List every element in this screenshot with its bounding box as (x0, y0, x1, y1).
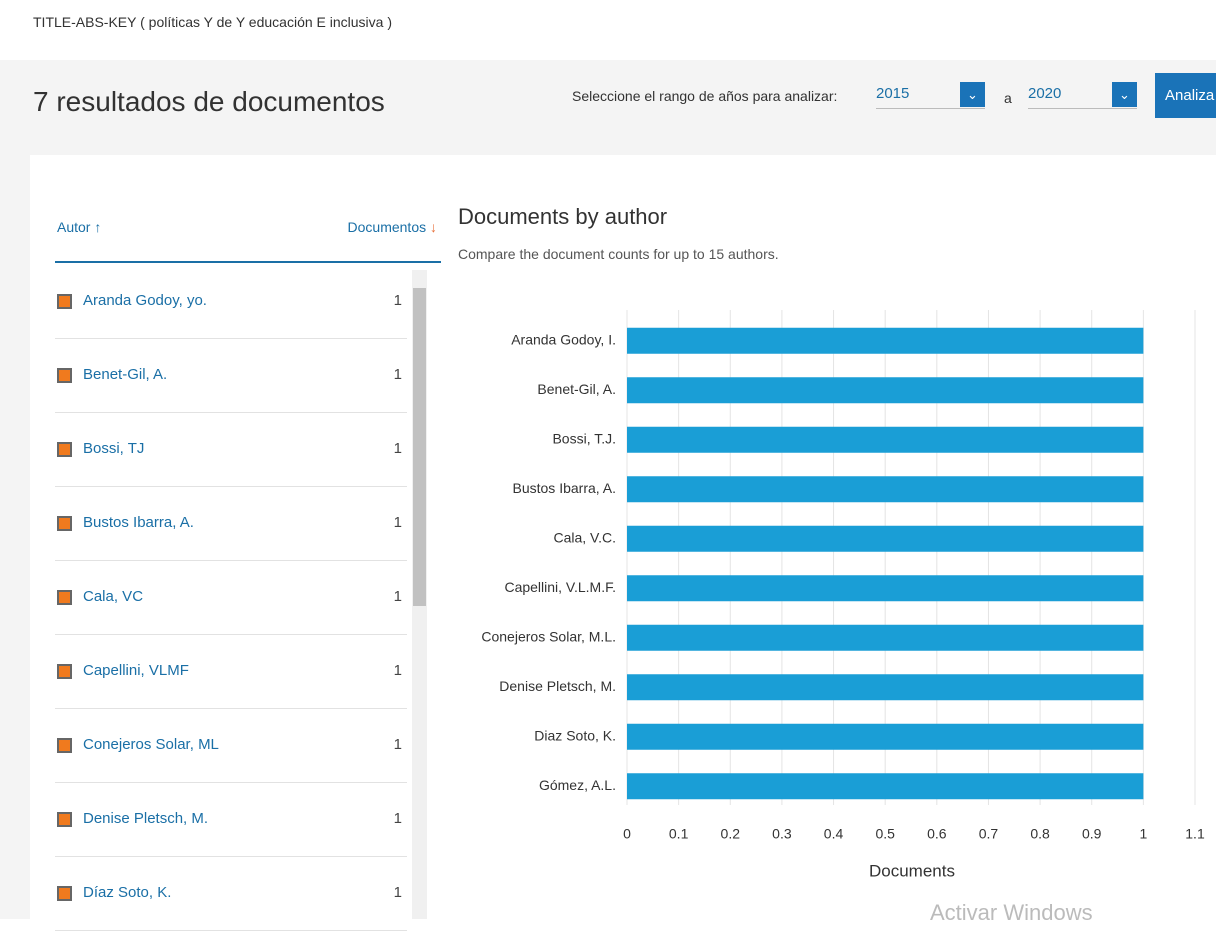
bar (627, 674, 1144, 701)
bar (627, 575, 1144, 602)
sort-arrow: ↓ (430, 219, 437, 235)
y-tick-label: Capellini, V.L.M.F. (504, 579, 616, 595)
document-count: 1 (393, 884, 402, 901)
document-count: 1 (393, 440, 402, 457)
checkbox[interactable] (57, 590, 72, 605)
bar (627, 426, 1144, 453)
x-tick-label: 0.4 (824, 826, 844, 842)
year-to: 2020 (1028, 85, 1062, 102)
dropdown-button[interactable]: ⌄ (1112, 82, 1137, 107)
dropdown-button[interactable]: ⌄ (960, 82, 985, 107)
checkbox[interactable] (57, 516, 72, 531)
x-axis-label: Documents (869, 861, 955, 880)
chart-title: Documents by author (458, 204, 668, 229)
chart: Documents 0 0.1 0.2 0.3 0.4 0.5 0.6 0.7 0.8 0.9 1 1… (481, 310, 1205, 880)
x-tick-label: 0.7 (979, 826, 999, 842)
year-from-select[interactable]: 2015 (876, 82, 985, 109)
analyze-button[interactable]: Analiza (1155, 73, 1216, 118)
separator: a (1004, 90, 1012, 106)
y-tick-label: Bustos Ibarra, A. (513, 480, 617, 496)
bar (627, 624, 1144, 651)
author-name: Díaz Soto, K. (83, 884, 172, 901)
y-tick-label: Bossi, T.J. (552, 430, 616, 446)
column-header: Documentos (347, 219, 427, 235)
bar (627, 327, 1144, 354)
scrollbar-thumb[interactable] (413, 288, 426, 606)
column-sort[interactable]: Documentos ↓ (348, 219, 437, 235)
y-tick-label: Diaz Soto, K. (534, 727, 616, 743)
x-tick-label: 0.6 (927, 826, 947, 842)
author-name: Capellini, VLMF (83, 662, 189, 679)
y-tick-label: Conejeros Solar, M.L. (481, 628, 616, 644)
x-tick-label: 0.2 (721, 826, 741, 842)
author-row[interactable]: Capellini, VLMF 1 (55, 635, 407, 709)
document-count: 1 (393, 292, 402, 309)
column-sort[interactable]: Autor ↑ (57, 219, 101, 235)
bar (627, 773, 1144, 800)
document-count: 1 (393, 514, 402, 531)
y-tick-label: Gómez, A.L. (539, 777, 616, 793)
x-tick-label: 1 (1139, 826, 1147, 842)
bar (627, 525, 1144, 552)
author-row[interactable]: Díaz Soto, K. 1 (55, 857, 407, 931)
checkbox[interactable] (57, 368, 72, 383)
author-row[interactable]: Denise Pletsch, M. 1 (55, 783, 407, 857)
author-row[interactable]: Cala, VC 1 (55, 561, 407, 635)
header-rule (55, 261, 441, 263)
watermark: Activar Windows (930, 900, 1093, 925)
y-tick-label: Denise Pletsch, M. (499, 678, 616, 694)
y-tick-label: Benet-Gil, A. (537, 381, 616, 397)
y-tick-label: Aranda Godoy, I. (511, 331, 616, 347)
author-row[interactable]: Benet-Gil, A. 1 (55, 339, 407, 413)
author-name: Bossi, TJ (83, 440, 145, 457)
x-tick-label: 0.1 (669, 826, 689, 842)
author-name: Denise Pletsch, M. (83, 810, 209, 827)
document-count: 1 (393, 366, 402, 383)
document-count: 1 (393, 736, 402, 753)
checkbox[interactable] (57, 294, 72, 309)
x-tick-label: 0.9 (1082, 826, 1102, 842)
author-name: Bustos Ibarra, A. (83, 514, 194, 531)
sort-arrow: ↑ (94, 219, 102, 235)
checkbox[interactable] (57, 738, 72, 753)
author-row[interactable]: Aranda Godoy, yo. 1 (55, 265, 407, 339)
query: TITLE-ABS-KEY ( políticas Y de Y educaci… (33, 14, 392, 30)
author-row[interactable]: Bustos Ibarra, A. 1 (55, 487, 407, 561)
x-tick-label: 0.3 (772, 826, 792, 842)
document-count: 1 (393, 588, 402, 605)
x-tick-label: 0 (623, 826, 631, 842)
document-count: 1 (393, 662, 402, 679)
checkbox[interactable] (57, 812, 72, 827)
checkbox[interactable] (57, 886, 72, 901)
document-count: 1 (393, 810, 402, 827)
column-header: Autor (57, 219, 91, 235)
author-name: Cala, VC (83, 588, 144, 605)
range-label: Seleccione el rango de años para analiza… (572, 88, 838, 104)
checkbox[interactable] (57, 664, 72, 679)
author-name: Aranda Godoy, yo. (83, 292, 207, 309)
year-from: 2015 (876, 85, 910, 102)
author-row[interactable]: Bossi, TJ 1 (55, 413, 407, 487)
author-name: Conejeros Solar, ML (83, 736, 219, 753)
chart-subtitle: Compare the document counts for up to 15… (458, 246, 779, 262)
results-title: 7 resultados de documentos (33, 86, 385, 117)
bar (627, 476, 1144, 503)
x-tick-label: 0.5 (875, 826, 895, 842)
bar (627, 377, 1144, 404)
x-tick-label: 1.1 (1185, 826, 1205, 842)
checkbox[interactable] (57, 442, 72, 457)
year-to-select[interactable]: 2020 (1028, 82, 1137, 109)
x-tick-label: 0.8 (1030, 826, 1050, 842)
bar (627, 723, 1144, 750)
author-row[interactable]: Conejeros Solar, ML 1 (55, 709, 407, 783)
author-name: Benet-Gil, A. (83, 366, 168, 383)
y-tick-label: Cala, V.C. (553, 529, 616, 545)
